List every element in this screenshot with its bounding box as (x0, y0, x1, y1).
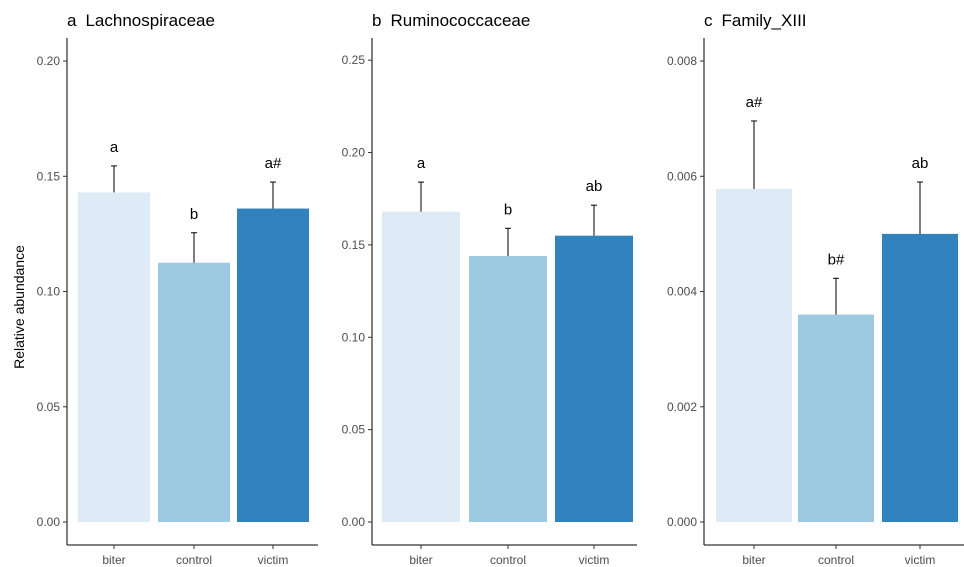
panel-letter: b (372, 11, 381, 30)
y-tick-label: 0.05 (342, 423, 366, 437)
bar-control (469, 255, 547, 522)
panel-letter: a (67, 11, 77, 30)
bar-victim (882, 233, 958, 522)
y-tick-label: 0.15 (37, 169, 61, 183)
panel-letter: c (704, 11, 713, 30)
significance-label-control: b (504, 201, 512, 218)
y-tick-label: 0.15 (342, 238, 366, 252)
y-tick-label: 0.20 (37, 54, 61, 68)
y-tick-label: 0.10 (37, 285, 61, 299)
panel-name: Family_XIII (722, 11, 807, 30)
x-tick-label-biter: biter (742, 553, 765, 567)
x-tick-label-control: control (176, 553, 212, 567)
y-tick-label: 0.00 (342, 515, 366, 529)
bar-biter (716, 188, 792, 522)
y-tick-label: 0.008 (667, 54, 697, 68)
y-tick-label: 0.000 (667, 515, 697, 529)
significance-label-control: b# (828, 251, 845, 268)
panel-title-a: a Lachnospiraceae (67, 11, 215, 30)
x-tick-label-victim: victim (579, 553, 610, 567)
y-axis-label: Relative abundance (11, 245, 27, 369)
significance-label-biter: a (417, 155, 426, 172)
bar-biter (382, 211, 460, 522)
y-tick-label: 0.05 (37, 400, 61, 414)
significance-label-biter: a (110, 139, 119, 156)
x-tick-label-control: control (490, 553, 526, 567)
y-tick-label: 0.00 (37, 515, 61, 529)
panel-name: Lachnospiraceae (85, 11, 214, 30)
y-tick-label: 0.004 (667, 285, 697, 299)
significance-label-victim: ab (586, 178, 603, 195)
significance-label-control: b (190, 206, 198, 223)
significance-label-biter: a# (746, 94, 763, 111)
bar-victim (237, 208, 309, 523)
panel-name: Ruminococcaceae (390, 11, 530, 30)
x-tick-label-control: control (818, 553, 854, 567)
bar-biter (78, 192, 150, 522)
y-tick-label: 0.002 (667, 400, 697, 414)
bar-victim (555, 235, 633, 522)
bar-control (798, 314, 874, 522)
x-tick-label-victim: victim (905, 553, 936, 567)
significance-label-victim: ab (912, 155, 929, 172)
x-tick-label-victim: victim (258, 553, 289, 567)
panel-title-c: c Family_XIII (704, 11, 807, 30)
bar-control (158, 262, 230, 522)
y-tick-label: 0.10 (342, 330, 366, 344)
x-tick-label-biter: biter (102, 553, 125, 567)
significance-label-victim: a# (265, 155, 282, 172)
x-tick-label-biter: biter (409, 553, 432, 567)
y-tick-label: 0.006 (667, 169, 697, 183)
panel-title-b: b Ruminococcaceae (372, 11, 530, 30)
y-tick-label: 0.25 (342, 53, 366, 67)
y-tick-label: 0.20 (342, 146, 366, 160)
